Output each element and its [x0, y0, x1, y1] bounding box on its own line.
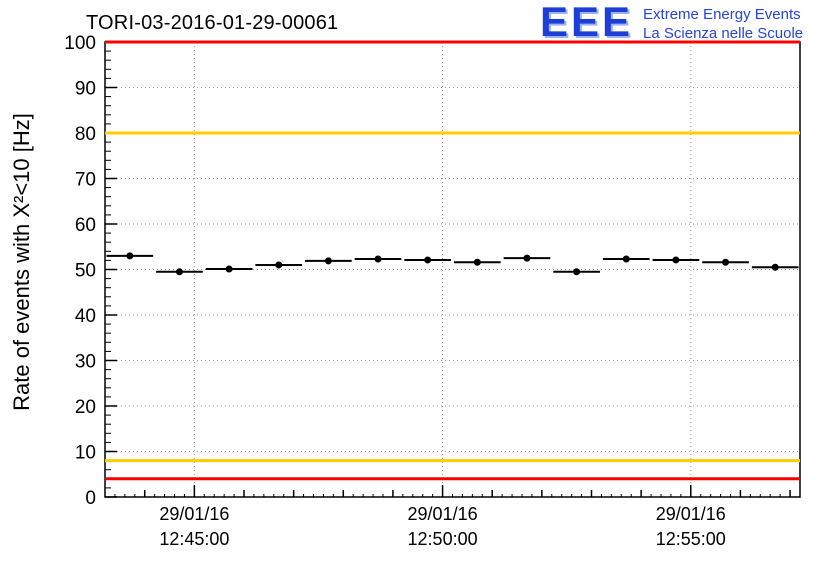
- y-tick-label: 20: [75, 397, 96, 418]
- y-tick-label: 60: [75, 215, 96, 236]
- x-tick-label-date: 29/01/16: [408, 504, 478, 524]
- x-tick-label-time: 12:55:00: [656, 529, 726, 549]
- eee-logo: EEE Extreme Energy Events La Scienza nel…: [540, 0, 803, 45]
- data-point: [622, 255, 630, 263]
- y-tick-label: 30: [75, 352, 96, 373]
- x-tick-label-date: 29/01/16: [656, 504, 726, 524]
- x-tick-label-time: 12:45:00: [159, 529, 229, 549]
- data-point: [523, 254, 531, 262]
- y-tick-label: 70: [75, 170, 96, 191]
- logo-subtitle-line2: La Scienza nelle Scuole: [643, 25, 804, 42]
- data-point: [573, 268, 581, 276]
- x-tick-label-time: 12:50:00: [408, 529, 478, 549]
- data-point: [275, 261, 283, 269]
- data-point: [225, 265, 233, 273]
- y-tick-label: 40: [75, 306, 96, 327]
- chart-title: TORI-03-2016-01-29-00061: [86, 12, 339, 34]
- x-tick-label-date: 29/01/16: [159, 504, 229, 524]
- data-point: [473, 258, 481, 266]
- data-point: [424, 256, 432, 264]
- y-tick-label: 100: [64, 33, 96, 54]
- data-point: [126, 252, 134, 260]
- data-point: [722, 258, 730, 266]
- y-tick-label: 50: [75, 261, 96, 282]
- y-tick-label: 0: [85, 488, 96, 509]
- y-tick-label: 10: [75, 443, 96, 464]
- eee-logo-text: EEE: [540, 0, 634, 45]
- data-point: [175, 268, 183, 276]
- y-tick-label: 90: [75, 79, 96, 100]
- eee-logo-subtitles: Extreme Energy Events La Scienza nelle S…: [643, 5, 803, 43]
- data-point: [771, 263, 779, 271]
- data-point: [672, 256, 680, 264]
- data-point: [324, 257, 332, 265]
- data-point: [374, 255, 382, 263]
- logo-subtitle-line1: Extreme Energy Events: [643, 6, 801, 23]
- y-tick-label: 80: [75, 124, 96, 145]
